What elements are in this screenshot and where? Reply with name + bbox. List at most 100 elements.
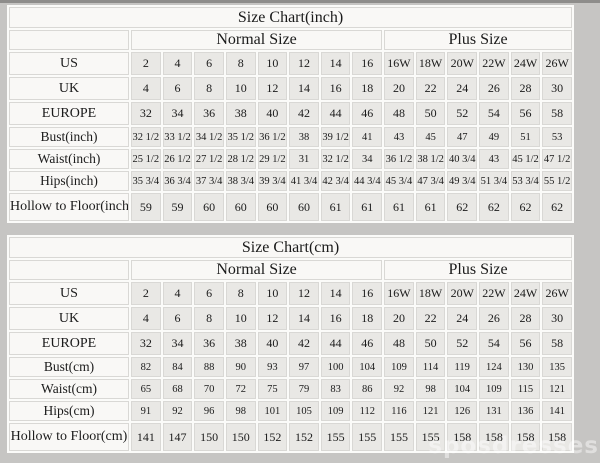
value-cell: 36 3/4: [162, 171, 193, 191]
value-cell: 14: [289, 77, 319, 100]
value-cell: 12: [257, 77, 288, 100]
value-cell: 24: [447, 307, 478, 330]
value-cell: 37 3/4: [194, 171, 224, 191]
value-cell: 42 3/4: [320, 171, 351, 191]
value-cell: 6: [162, 307, 193, 330]
value-cell: 70: [194, 379, 224, 399]
value-cell: 47: [447, 127, 478, 147]
value-cell: 84: [162, 357, 193, 377]
value-cell: 61: [384, 193, 414, 221]
value-cell: 8: [194, 307, 224, 330]
value-cell: 32 1/2: [320, 149, 351, 169]
value-cell: 56: [510, 102, 541, 125]
value-cell: 26W: [542, 282, 572, 305]
value-cell: 158: [447, 423, 478, 451]
size-chart-inch-section: Size Chart(inch) Normal Size Plus Size U…: [7, 5, 574, 223]
top-strip: [0, 0, 600, 3]
value-cell: 62: [542, 193, 572, 221]
value-cell: 155: [384, 423, 414, 451]
value-cell: 31: [289, 149, 319, 169]
value-cell: 40: [257, 102, 288, 125]
value-cell: 101: [257, 401, 288, 421]
value-cell: 116: [384, 401, 414, 421]
value-cell: 24: [447, 77, 478, 100]
value-cell: 2: [131, 52, 161, 75]
value-cell: 26: [479, 307, 509, 330]
value-cell: 50: [415, 102, 446, 125]
value-cell: 42: [289, 332, 319, 355]
value-cell: 2: [131, 282, 161, 305]
value-cell: 53: [542, 127, 572, 147]
value-cell: 26: [479, 77, 509, 100]
value-cell: 32: [131, 332, 161, 355]
value-cell: 36: [194, 102, 224, 125]
value-cell: 109: [384, 357, 414, 377]
value-cell: 40 3/4: [447, 149, 478, 169]
value-cell: 91: [131, 401, 161, 421]
value-cell: 82: [131, 357, 161, 377]
value-cell: 22W: [479, 282, 509, 305]
value-cell: 59: [162, 193, 193, 221]
value-cell: 62: [447, 193, 478, 221]
value-cell: 41: [352, 127, 383, 147]
value-cell: 30: [542, 77, 572, 100]
value-cell: 36 1/2: [384, 149, 414, 169]
value-cell: 16: [352, 282, 383, 305]
value-cell: 32: [131, 102, 161, 125]
value-cell: 22: [415, 307, 446, 330]
value-cell: 20W: [447, 282, 478, 305]
value-cell: 44 3/4: [352, 171, 383, 191]
value-cell: 104: [447, 379, 478, 399]
row-label: Hips(inch): [9, 171, 129, 191]
value-cell: 24W: [510, 282, 541, 305]
value-cell: 4: [131, 77, 161, 100]
value-cell: 155: [415, 423, 446, 451]
value-cell: 20: [384, 307, 414, 330]
value-cell: 50: [415, 332, 446, 355]
table-row: UK 4 6 8 10 12 14 16 18 20 22 24 26 28 30: [9, 307, 572, 330]
value-cell: 104: [352, 357, 383, 377]
value-cell: 135: [542, 357, 572, 377]
value-cell: 48: [384, 332, 414, 355]
value-cell: 43: [384, 127, 414, 147]
plus-size-header: Plus Size: [384, 260, 572, 280]
value-cell: 54: [479, 332, 509, 355]
value-cell: 22: [415, 77, 446, 100]
value-cell: 86: [352, 379, 383, 399]
value-cell: 158: [542, 423, 572, 451]
value-cell: 16: [320, 307, 351, 330]
value-cell: 136: [510, 401, 541, 421]
value-cell: 12: [289, 282, 319, 305]
value-cell: 4: [131, 307, 161, 330]
row-label: Bust(cm): [9, 357, 129, 377]
value-cell: 36: [194, 332, 224, 355]
value-cell: 158: [479, 423, 509, 451]
row-label: Hips(cm): [9, 401, 129, 421]
value-cell: 75: [257, 379, 288, 399]
value-cell: 35 3/4: [131, 171, 161, 191]
value-cell: 150: [225, 423, 256, 451]
value-cell: 72: [225, 379, 256, 399]
table-row: Bust(cm) 82 84 88 90 93 97 100 104 109 114 119 124 13…: [9, 357, 572, 377]
value-cell: 27 1/2: [194, 149, 224, 169]
value-cell: 38: [225, 102, 256, 125]
title-row: Size Chart(inch): [9, 7, 572, 28]
value-cell: 6: [194, 282, 224, 305]
value-cell: 45 3/4: [384, 171, 414, 191]
row-label: EUROPE: [9, 102, 129, 125]
size-table-inch: Size Chart(inch) Normal Size Plus Size U…: [7, 5, 574, 223]
value-cell: 100: [320, 357, 351, 377]
value-cell: 96: [194, 401, 224, 421]
value-cell: 65: [131, 379, 161, 399]
value-cell: 46: [352, 102, 383, 125]
value-cell: 60: [194, 193, 224, 221]
value-cell: 53 3/4: [510, 171, 541, 191]
table-row: Waist(cm) 65 68 70 72 75 79 83 86 92 98 104 109 115 12…: [9, 379, 572, 399]
value-cell: 49: [479, 127, 509, 147]
value-cell: 47 3/4: [415, 171, 446, 191]
value-cell: 43: [479, 149, 509, 169]
value-cell: 44: [320, 102, 351, 125]
row-label: UK: [9, 307, 129, 330]
value-cell: 119: [447, 357, 478, 377]
value-cell: 8: [194, 77, 224, 100]
